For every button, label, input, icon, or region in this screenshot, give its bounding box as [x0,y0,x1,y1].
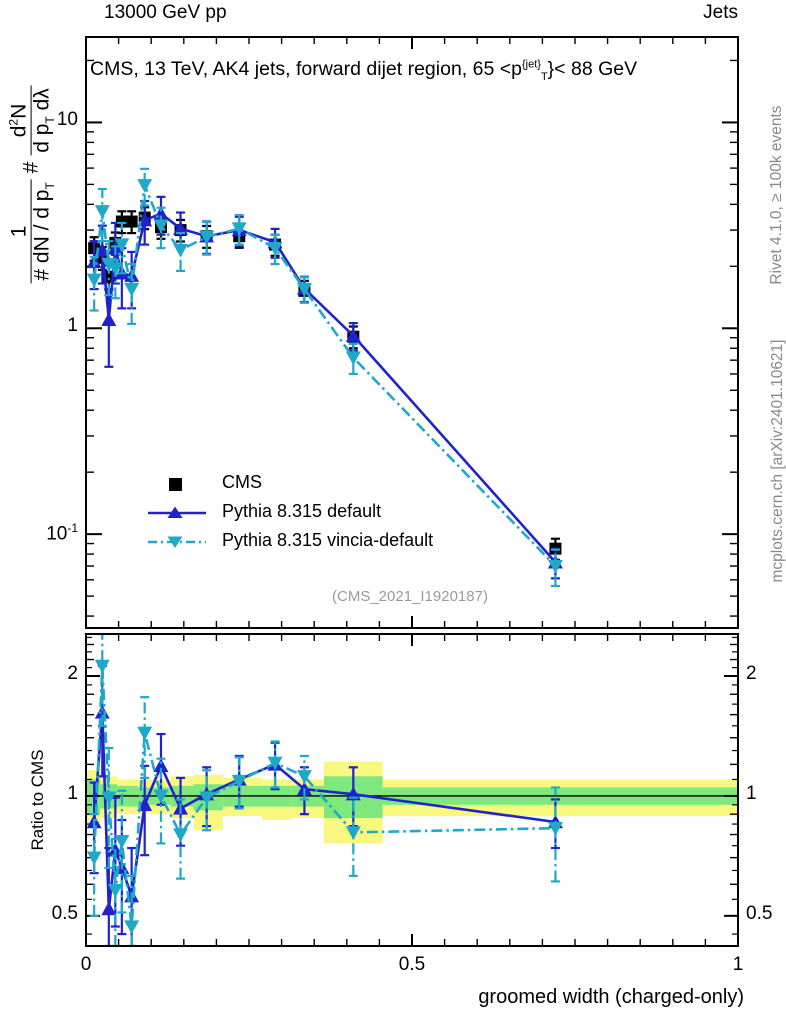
main-series-pythia-8-315-vincia-default [87,167,563,588]
xtick-label-1: 0.5 [398,954,426,975]
legend-key-pythia-vincia-icon [148,536,206,548]
marker-triangle-down [296,770,312,784]
marker-triangle-down [137,179,153,193]
legend-label-pythia-vincia: Pythia 8.315 vincia-default [222,530,434,550]
marker-triangle-down [114,238,130,253]
marker-triangle-down [345,351,361,366]
marker-triangle-down [114,834,130,849]
marker-triangle-down [173,243,189,258]
marker-triangle-up [153,758,169,773]
page-title: CMS, 13 TeV, AK4 jets, forward dijet reg… [90,58,637,83]
marker-triangle-down [199,230,215,245]
marker-triangle-down [296,282,312,297]
y-label-denominator-two: d pT dλ [30,85,57,156]
marker-triangle-up [101,312,117,326]
main-ytick-label-1: 1 [67,315,78,337]
ratio-ytick-label-right-0: 2 [746,663,757,685]
analysis-category-label: Jets [703,2,738,23]
marker-triangle-down [153,219,169,234]
marker-triangle-down [101,257,117,272]
marker-triangle-down [173,828,189,843]
legend-label-pythia-default: Pythia 8.315 default [222,501,382,521]
ratio-ytick-label-left-1: 1 [67,782,78,804]
y-label-fraction-inner: d2N d pT dλ [6,85,57,156]
y-label-numerator-one: 1 [7,225,31,238]
main-ytick-label-0.1: 10-1 [46,521,78,545]
title-superscript: {jet} [521,58,541,71]
ratio-ytick-label-right-1: 1 [746,782,757,804]
marker-triangle-down [94,205,110,219]
beam-energy-label: 13000 GeV pp [104,2,227,23]
ratio-ytick-label-left-0: 2 [67,663,78,685]
marker-triangle-down [153,789,169,804]
y-label-denominator-one: # dN / d pT [30,179,56,284]
marker-triangle-up [101,901,117,916]
marker-triangle-down [87,851,102,866]
title-suffix: }< 88 GeV [547,58,638,80]
marker-triangle-down [124,282,140,297]
x-axis-ticks [85,37,739,946]
marker-triangle-down [231,774,247,789]
xtick-label-0: 0 [80,954,92,975]
ratio-ytick-label-left-2: 0.5 [51,902,78,924]
mcplots-credit-label: mcplots.cern.ch [arXiv:2401.10621] [769,339,786,583]
marker-triangle-down [547,821,563,836]
marker-triangle-down [547,559,563,574]
ratio-y-axis-label: Ratio to CMS [28,749,47,851]
marker-triangle-down [137,726,153,741]
y-label-hash: # [19,161,43,174]
title-subscript: T [540,70,548,83]
title-prefix: CMS, 13 TeV, AK4 jets, forward dijet reg… [90,58,522,80]
marker-triangle-down [267,756,283,771]
ratio-y-axis-ticks [86,636,738,935]
marker-triangle-up [345,328,361,342]
marker-triangle-down [107,883,123,898]
main-ytick-label-10: 10 [56,109,78,131]
marker-triangle-down [94,659,110,674]
marker-square [125,215,138,228]
marker-triangle-down [267,241,283,256]
marker-triangle-down [345,826,361,840]
xtick-label-2: 1 [732,954,744,975]
marker-triangle-down [199,791,215,806]
marker-triangle-down [124,920,140,935]
marker-triangle-down [231,222,247,237]
x-axis-label: groomed width (charged-only) [478,986,744,1008]
ratio-ytick-label-right-2: 0.5 [746,902,773,924]
marker-triangle-up [173,221,189,235]
legend-key-cms-icon [169,478,182,491]
analysis-id-watermark: (CMS_2021_I1920187) [332,588,488,605]
legend-label-cms: CMS [222,472,262,492]
marker-triangle-down [87,273,102,288]
legend-key-pythia-default-icon [148,506,206,518]
y-label-numerator-two: d2N [6,103,31,138]
marker-square [115,215,128,228]
marker-triangle-down [107,262,123,277]
y-label-fraction-outer: 1 # dN / d pT [7,179,56,284]
main-y-axis-ticks [86,59,738,617]
marker-triangle-down [101,791,117,806]
main-y-axis-label: 1 # dN / d pT # d2N d pT dλ [6,0,57,394]
ratio-series-pythia-8-315-vincia-default [87,635,563,945]
